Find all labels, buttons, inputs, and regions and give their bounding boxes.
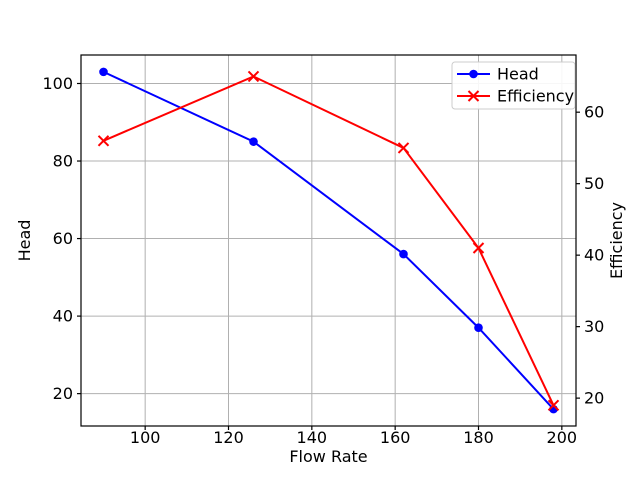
x-tick-label: 160 <box>380 428 411 447</box>
y-left-tick-label: 40 <box>53 307 73 326</box>
legend-marker-circle <box>469 69 478 79</box>
series-line-efficiency <box>103 75 555 406</box>
x-tick-label: 180 <box>463 428 494 447</box>
y-left-tick-label: 20 <box>53 384 73 403</box>
y-left-axis-label: Head <box>15 220 34 262</box>
marker-circle <box>99 67 108 77</box>
y-left-tick-label: 80 <box>53 152 73 171</box>
marker-x <box>247 70 260 83</box>
y-left-tick-label: 60 <box>53 229 73 248</box>
marker-x <box>547 399 560 411</box>
axes-spines <box>80 54 577 427</box>
x-tick-label: 200 <box>547 428 578 447</box>
x-tick-label: 120 <box>213 428 244 447</box>
x-tick-label: 140 <box>297 428 328 447</box>
legend: Head Efficiency <box>451 61 576 110</box>
series-line-head <box>103 70 555 410</box>
marker-x <box>97 135 110 147</box>
y-left-tick-label: 100 <box>42 74 73 93</box>
marker-circle <box>399 249 408 259</box>
x-axis-label: Flow Rate <box>289 447 367 466</box>
y-right-tick-label: 40 <box>584 246 604 265</box>
legend-label: Efficiency <box>497 87 574 106</box>
y-right-tick-label: 50 <box>584 174 604 193</box>
marker-x <box>472 242 485 254</box>
y-right-tick-label: 30 <box>584 317 604 336</box>
marker-circle <box>474 323 483 333</box>
y-right-axis-label: Efficiency <box>607 202 626 279</box>
legend-label: Head <box>497 65 539 84</box>
marker-circle <box>249 137 258 146</box>
marker-x <box>397 142 410 154</box>
legend-marker-x <box>467 90 480 102</box>
y-right-tick-label: 20 <box>584 389 604 408</box>
x-tick-label: 100 <box>130 428 161 447</box>
y-right-tick-label: 60 <box>584 103 604 122</box>
